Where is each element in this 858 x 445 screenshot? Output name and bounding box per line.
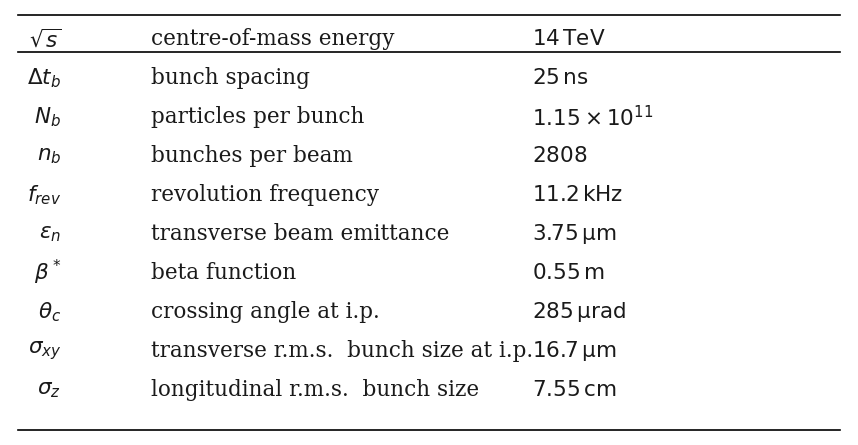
Text: $0.55\,\mathrm{m}$: $0.55\,\mathrm{m}$	[532, 263, 604, 283]
Text: crossing angle at i.p.: crossing angle at i.p.	[151, 301, 380, 323]
Text: transverse beam emittance: transverse beam emittance	[151, 223, 450, 245]
Text: $\varepsilon_n$: $\varepsilon_n$	[39, 224, 61, 244]
Text: $N_b$: $N_b$	[34, 105, 61, 129]
Text: $\Delta t_b$: $\Delta t_b$	[27, 66, 61, 90]
Text: $2808$: $2808$	[532, 146, 587, 166]
Text: $16.7\,\mathrm{\mu m}$: $16.7\,\mathrm{\mu m}$	[532, 339, 616, 363]
Text: $\sigma_z$: $\sigma_z$	[38, 380, 61, 400]
Text: $n_b$: $n_b$	[37, 146, 61, 166]
Text: longitudinal r.m.s.  bunch size: longitudinal r.m.s. bunch size	[151, 379, 479, 400]
Text: bunches per beam: bunches per beam	[151, 145, 353, 167]
Text: $1.15 \times 10^{11}$: $1.15 \times 10^{11}$	[532, 105, 653, 130]
Text: revolution frequency: revolution frequency	[151, 184, 379, 206]
Text: $3.75\,\mathrm{\mu m}$: $3.75\,\mathrm{\mu m}$	[532, 222, 616, 246]
Text: bunch spacing: bunch spacing	[151, 67, 310, 89]
Text: $\theta_c$: $\theta_c$	[38, 300, 61, 324]
Text: $25\,\mathrm{ns}$: $25\,\mathrm{ns}$	[532, 68, 589, 88]
Text: transverse r.m.s.  bunch size at i.p.: transverse r.m.s. bunch size at i.p.	[151, 340, 533, 362]
Text: particles per bunch: particles per bunch	[151, 106, 365, 128]
Text: centre-of-mass energy: centre-of-mass energy	[151, 28, 395, 50]
Text: $285\,\mathrm{\mu rad}$: $285\,\mathrm{\mu rad}$	[532, 300, 625, 324]
Text: $11.2\,\mathrm{kHz}$: $11.2\,\mathrm{kHz}$	[532, 185, 623, 205]
Text: $f_{rev}$: $f_{rev}$	[27, 183, 61, 207]
Text: $7.55\,\mathrm{cm}$: $7.55\,\mathrm{cm}$	[532, 380, 616, 400]
Text: $\beta^*$: $\beta^*$	[34, 258, 61, 287]
Text: $14\,\mathrm{TeV}$: $14\,\mathrm{TeV}$	[532, 29, 606, 49]
Text: beta function: beta function	[151, 262, 296, 284]
Text: $\sqrt{s}$: $\sqrt{s}$	[29, 28, 61, 51]
Text: $\sigma_{xy}$: $\sigma_{xy}$	[27, 339, 61, 362]
